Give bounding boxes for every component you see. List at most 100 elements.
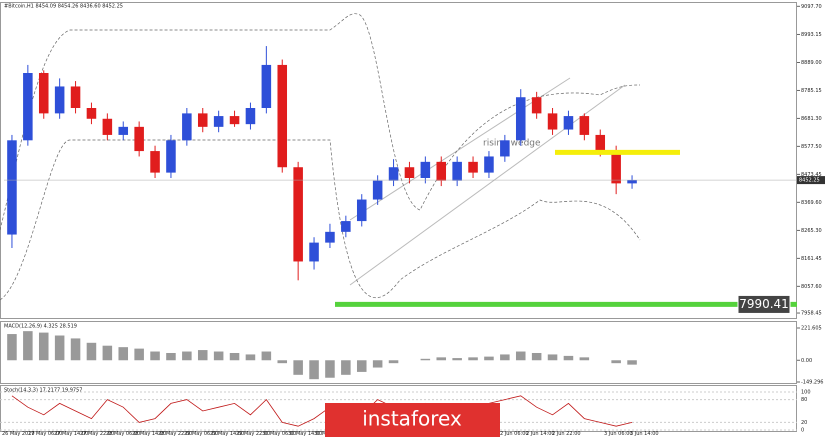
stoch-label: Stoch(14,3,3) 17.2177 19.9757: [4, 388, 82, 394]
macd-bar: [118, 347, 129, 361]
candle-body: [500, 140, 510, 157]
macd-bar: [547, 354, 558, 361]
y-tick-label: 8369.60: [801, 200, 822, 206]
candle-body: [197, 113, 208, 127]
macd-bar: [436, 357, 447, 361]
x-tick-label: 30 May 06:00: [262, 431, 296, 437]
macd-frame: [0, 321, 797, 384]
x-tick-label: 27 May 14:00: [54, 431, 88, 437]
macd-bar: [54, 335, 65, 361]
stoch-line: [11, 395, 633, 427]
macd-bar: [515, 351, 526, 361]
macd-bar: [484, 356, 494, 361]
macd-bar: [309, 360, 319, 380]
macd-bar: [38, 332, 49, 361]
macd-bar: [452, 358, 462, 361]
watermark-box: [325, 403, 500, 437]
candle-body: [627, 180, 637, 184]
macd-bar: [245, 354, 256, 361]
main-frame: [0, 2, 797, 319]
y-tick-label: 0.00: [801, 358, 812, 364]
macd-bar: [23, 331, 33, 361]
y-tick-label: 8473.45: [801, 172, 822, 178]
y-tick-label: 100: [801, 390, 811, 396]
macd-bar: [134, 348, 144, 361]
macd-bar: [563, 355, 574, 361]
candle-body: [325, 231, 335, 243]
candle-body: [23, 73, 33, 141]
macd-bar: [166, 352, 176, 361]
watermark: instaforex: [362, 407, 462, 431]
y-tick-label: 20: [801, 420, 807, 426]
macd-bar: [356, 360, 367, 372]
candle-body: [166, 140, 176, 173]
macd-bar: [500, 354, 510, 361]
y-tick-label: 8785.15: [801, 88, 822, 94]
macd-bar: [277, 360, 288, 364]
candle-body: [547, 113, 558, 130]
support-label: 7990.41: [739, 297, 789, 311]
candle-body: [484, 156, 494, 173]
x-tick-label: 29 May 14:00: [210, 431, 244, 437]
candle-body: [341, 221, 351, 232]
macd-bar: [293, 360, 303, 375]
y-tick-label: 80: [801, 397, 807, 403]
candle-body: [54, 86, 65, 114]
bollinger-band: [0, 139, 641, 301]
macd-bar: [197, 350, 208, 361]
x-tick-label: 28 May 22:00: [158, 431, 192, 437]
candle-body: [293, 167, 303, 262]
candle-body: [372, 180, 383, 200]
macd-bar: [341, 360, 351, 375]
macd-bar: [261, 351, 272, 361]
y-tick-label: 8681.30: [801, 116, 822, 122]
price-label: 8452.25: [799, 178, 820, 184]
y-tick-label: 8265.30: [801, 228, 822, 234]
y-tick-label: 7958.45: [801, 311, 822, 317]
macd-bar: [531, 352, 542, 361]
x-tick-label: 28 May 14:00: [132, 431, 166, 437]
candle-body: [563, 116, 574, 130]
chart-title: #Bitcoin,H1 8454.09 8454.26 8436.60 8452…: [4, 4, 123, 10]
price-box: [797, 176, 825, 185]
candle-body: [595, 134, 606, 152]
wedge-line: [349, 84, 626, 286]
y-tick-label: 221.605: [801, 326, 822, 332]
x-tick-label: 29 May 06:00: [184, 431, 218, 437]
macd-bar: [213, 351, 224, 361]
macd-bar: [388, 360, 399, 364]
macd-bar: [468, 357, 478, 361]
candle-body: [420, 161, 431, 178]
candle-body: [150, 151, 160, 173]
candle-body: [70, 86, 81, 108]
candle-body: [309, 242, 319, 262]
macd-bar: [150, 351, 160, 361]
macd-bar: [420, 358, 431, 361]
y-tick-label: 8577.50: [801, 144, 822, 150]
candle-body: [261, 64, 272, 108]
x-tick-label: 3 Jun 14:00: [630, 431, 659, 437]
macd-bar: [86, 342, 97, 361]
y-tick-label: 9097.70: [801, 4, 822, 10]
x-tick-label: 2 Jun 14:00: [526, 431, 555, 437]
x-tick-label: 26 May 2019: [2, 431, 35, 437]
candle-body: [404, 167, 415, 178]
candle-body: [468, 161, 478, 173]
y-tick-label: -149.296: [801, 380, 823, 386]
candle-body: [579, 116, 590, 135]
macd-bar: [7, 334, 17, 361]
x-tick-label: 30 May 14:00: [288, 431, 322, 437]
candle-body: [102, 118, 113, 135]
candle-body: [515, 97, 526, 141]
macd-bar: [611, 360, 621, 364]
x-tick-label: 2 Jun 06:00: [500, 431, 529, 437]
candle-body: [86, 108, 97, 119]
candle-body: [134, 126, 144, 152]
candle-body: [436, 161, 447, 181]
macd-bar: [70, 338, 81, 361]
candle-body: [213, 116, 224, 127]
candle-body: [452, 161, 462, 181]
x-tick-label: 2 Jun 22:00: [552, 431, 581, 437]
annotation: rising wedge: [483, 139, 541, 149]
